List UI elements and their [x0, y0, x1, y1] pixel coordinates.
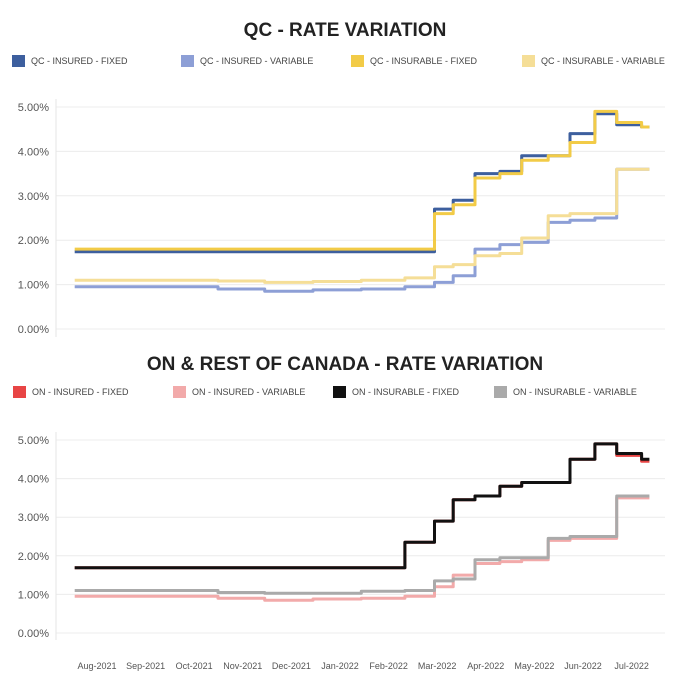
x-tick-label: May-2022	[514, 661, 554, 671]
x-tick-label: Oct-2021	[176, 661, 213, 671]
legend-swatch	[333, 386, 346, 398]
y-tick-label: 1.00%	[18, 589, 49, 601]
legend-label: QC - INSURABLE - VARIABLE	[541, 56, 665, 66]
x-tick-label: Sep-2021	[126, 661, 165, 671]
series-line	[74, 442, 650, 570]
legend-label: ON - INSURED - VARIABLE	[192, 387, 305, 397]
y-tick-label: 4.00%	[18, 474, 49, 486]
y-tick-label: 4.00%	[18, 146, 49, 158]
chart-title: ON & REST OF CANADA - RATE VARIATION	[147, 354, 543, 375]
y-tick-label: 3.00%	[18, 512, 49, 524]
y-tick-label: 1.00%	[18, 280, 49, 292]
series-line	[74, 442, 650, 570]
legend-label: ON - INSURED - FIXED	[32, 387, 129, 397]
x-tick-label: Jan-2022	[321, 661, 359, 671]
chart-panel-2: ON & REST OF CANADA - RATE VARIATION ON -…	[13, 354, 665, 671]
x-tick-label: Aug-2021	[77, 661, 116, 671]
chart-title: QC - RATE VARIATION	[244, 20, 447, 41]
series-line	[74, 167, 650, 293]
x-tick-label: Mar-2022	[418, 661, 457, 671]
legend-swatch	[13, 386, 26, 398]
y-tick-label: 3.00%	[18, 191, 49, 203]
y-tick-label: 5.00%	[18, 435, 49, 447]
y-tick-label: 2.00%	[18, 551, 49, 563]
legend-swatch	[351, 55, 364, 67]
x-tick-label: Feb-2022	[369, 661, 408, 671]
legend-swatch	[173, 386, 186, 398]
series-line	[74, 496, 650, 602]
legend-label: ON - INSURABLE - FIXED	[352, 387, 460, 397]
legend-swatch	[181, 55, 194, 67]
legend-label: ON - INSURABLE - VARIABLE	[513, 387, 637, 397]
x-tick-label: Apr-2022	[467, 661, 504, 671]
x-tick-label: Dec-2021	[272, 661, 311, 671]
x-tick-label: Nov-2021	[223, 661, 262, 671]
legend-swatch	[494, 386, 507, 398]
legend-label: QC - INSURABLE - FIXED	[370, 56, 478, 66]
y-tick-label: 2.00%	[18, 235, 49, 247]
legend-label: QC - INSURED - VARIABLE	[200, 56, 313, 66]
series-line	[74, 494, 650, 595]
chart-panel-1: QC - RATE VARIATION QC - INSURED - FIXED Q…	[12, 20, 665, 337]
legend-label: QC - INSURED - FIXED	[31, 56, 128, 66]
legend-swatch	[522, 55, 535, 67]
y-tick-label: 0.00%	[18, 324, 49, 336]
x-tick-label: Jun-2022	[564, 661, 602, 671]
y-tick-label: 0.00%	[18, 628, 49, 640]
x-tick-label: Jul-2022	[614, 661, 649, 671]
series-line	[74, 112, 650, 254]
series-line	[74, 109, 650, 251]
legend-swatch	[12, 55, 25, 67]
y-tick-label: 5.00%	[18, 102, 49, 114]
series-line	[74, 167, 650, 284]
